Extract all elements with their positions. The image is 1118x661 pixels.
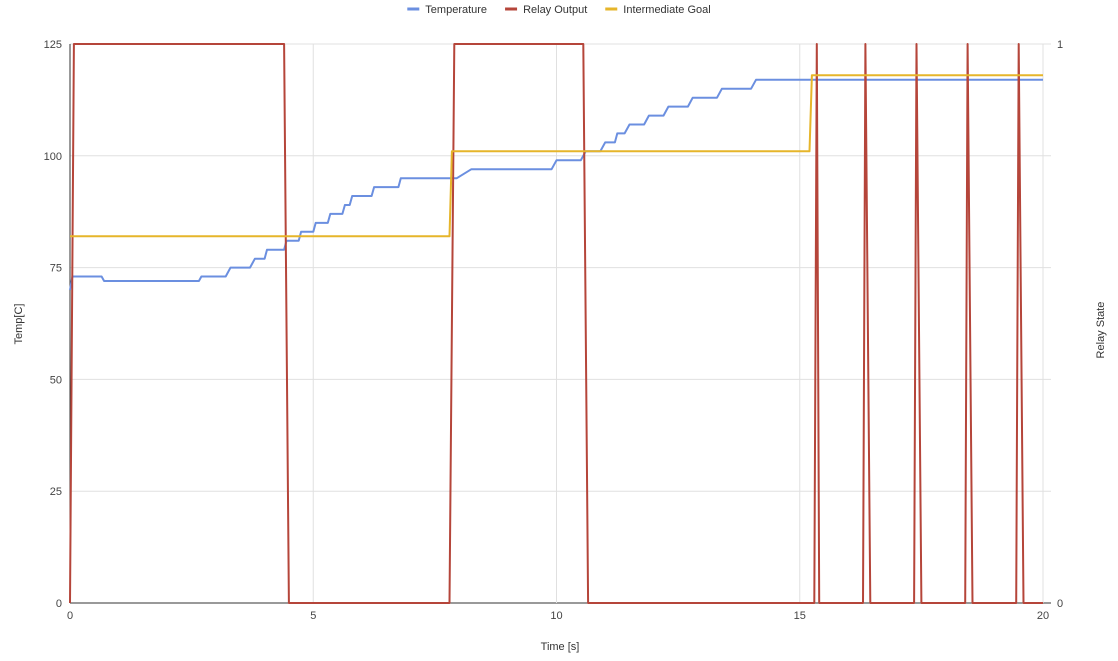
y-tick-label: 75 <box>50 263 62 275</box>
x-tick-label: 15 <box>794 610 806 622</box>
series-layer <box>69 43 1043 604</box>
x-tick-label: 0 <box>67 610 73 622</box>
x-tick-label: 20 <box>1037 610 1049 622</box>
y2-axis-title: Relay State <box>1095 302 1107 359</box>
legend-item[interactable]: Relay Output <box>505 4 587 16</box>
legend-label: Relay Output <box>523 4 587 16</box>
legend-swatch <box>407 7 420 11</box>
grid-lines <box>69 43 1051 604</box>
series-line-temperature <box>69 78 1043 291</box>
legend-label: Intermediate Goal <box>623 4 710 16</box>
y-tick-label: 50 <box>50 374 62 386</box>
y-tick-label: 0 <box>56 598 62 610</box>
legend-item[interactable]: Intermediate Goal <box>605 4 711 16</box>
y-tick-label: 25 <box>50 486 62 498</box>
series-line-intermediate-goal <box>70 74 1043 238</box>
legend-swatch <box>605 7 618 11</box>
x-tick-label: 10 <box>550 610 562 622</box>
legend-label: Temperature <box>425 4 487 16</box>
x-tick-label: 5 <box>310 610 316 622</box>
x-axis-title: Time [s] <box>541 641 580 653</box>
y2-tick-label: 1 <box>1057 39 1063 51</box>
tick-labels: 0 25 50 75 100 125 0 5 10 15 20 0 1 <box>44 39 1063 622</box>
legend-swatch <box>505 7 518 11</box>
y-axis-title: Temp[C] <box>13 304 25 345</box>
series-line-relay-output <box>69 43 1043 604</box>
y-tick-label: 125 <box>44 39 62 51</box>
legend: Temperature Relay Output Intermediate Goal <box>407 4 711 16</box>
y-tick-label: 100 <box>44 151 62 163</box>
legend-item[interactable]: Temperature <box>407 4 487 16</box>
y2-tick-label: 0 <box>1057 598 1063 610</box>
